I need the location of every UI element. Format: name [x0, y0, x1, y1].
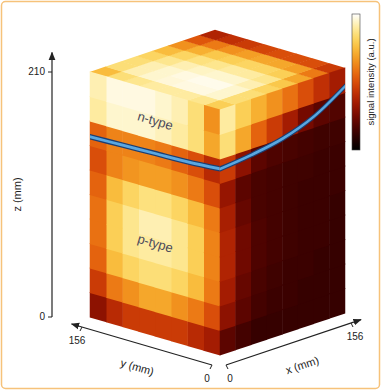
svg-text:156: 156	[69, 335, 86, 346]
svg-text:p-type: p-type	[136, 231, 175, 256]
svg-text:z (mm): z (mm)	[11, 177, 23, 211]
svg-text:0: 0	[227, 373, 233, 384]
svg-text:y (mm): y (mm)	[119, 356, 155, 377]
svg-text:0: 0	[39, 311, 45, 322]
svg-text:x (mm): x (mm)	[284, 354, 320, 376]
svg-text:n-type: n-type	[136, 109, 175, 134]
svg-text:156: 156	[347, 331, 364, 342]
svg-text:0: 0	[204, 373, 210, 384]
svg-text:signal intensity (a.u.): signal intensity (a.u.)	[365, 38, 376, 125]
svg-text:210: 210	[28, 66, 45, 77]
